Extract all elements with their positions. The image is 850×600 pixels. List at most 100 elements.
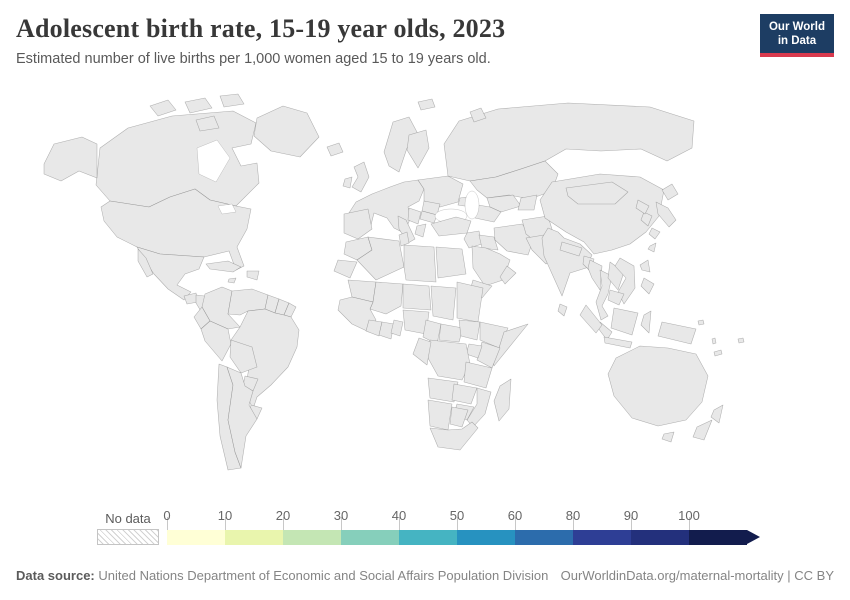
region-ireland[interactable] <box>342 176 353 189</box>
region-japan[interactable] <box>661 183 679 201</box>
region-western-sahara[interactable] <box>333 259 358 279</box>
region-south-sudan[interactable] <box>458 319 481 341</box>
region-jamaica[interactable] <box>227 277 237 284</box>
region-oman[interactable] <box>499 265 517 285</box>
region-ghana[interactable] <box>378 321 395 340</box>
region-turkey[interactable] <box>430 216 472 237</box>
region-sudan[interactable] <box>456 281 484 323</box>
region-iraq[interactable] <box>478 234 499 251</box>
region-drc[interactable] <box>427 339 471 381</box>
region-syria-levant[interactable] <box>463 230 483 249</box>
legend-arrow-cap <box>747 530 760 544</box>
region-new-guinea[interactable] <box>657 321 697 345</box>
region-mongolia[interactable] <box>565 181 629 205</box>
region-chad[interactable] <box>430 285 457 321</box>
region-arctic-islands[interactable] <box>219 93 245 108</box>
region-algeria[interactable] <box>356 236 405 281</box>
legend-bin-100+[interactable] <box>689 530 747 545</box>
legend-bin-90-100[interactable] <box>631 530 689 545</box>
legend-bin-10-20[interactable] <box>225 530 283 545</box>
region-central-african-republic[interactable] <box>438 323 464 343</box>
region-cuba[interactable] <box>205 260 242 273</box>
region-alaska[interactable] <box>43 136 98 182</box>
legend-no-data[interactable]: No data <box>97 508 159 545</box>
region-new-caledonia[interactable] <box>713 349 723 357</box>
region-iberia[interactable] <box>343 208 373 240</box>
region-japan[interactable] <box>655 201 677 228</box>
region-mexico[interactable] <box>136 246 205 301</box>
region-uzbekistan[interactable] <box>486 194 522 213</box>
region-cambodia[interactable] <box>607 289 625 306</box>
region-egypt[interactable] <box>435 246 467 279</box>
region-svalbard[interactable] <box>417 98 436 111</box>
region-congo-gabon[interactable] <box>412 337 432 366</box>
region-myanmar[interactable] <box>587 259 603 291</box>
legend-bin-80-90[interactable] <box>573 530 631 545</box>
region-benin-togo[interactable] <box>390 319 404 337</box>
region-zambia[interactable] <box>451 383 478 405</box>
legend-bin-60-80[interactable] <box>515 530 573 545</box>
region-uk[interactable] <box>351 161 370 193</box>
great-lakes <box>217 203 237 215</box>
region-indonesia[interactable] <box>640 310 652 334</box>
license-link[interactable]: OurWorldinData.org/maternal-mortality | … <box>560 568 834 583</box>
region-south-korea[interactable] <box>640 211 653 227</box>
region-libya[interactable] <box>403 244 437 283</box>
owid-logo[interactable]: Our World in Data <box>759 14 834 57</box>
data-source-note: Data source: United Nations Department o… <box>16 568 548 583</box>
region-iceland[interactable] <box>326 142 344 157</box>
region-sri-lanka[interactable] <box>557 303 568 317</box>
region-senegal-guinea[interactable] <box>337 296 377 333</box>
region-madagascar[interactable] <box>493 378 512 422</box>
region-novaya-zemlya[interactable] <box>469 107 487 123</box>
region-north-korea[interactable] <box>635 199 650 215</box>
region-indonesia[interactable] <box>579 304 603 334</box>
region-thailand[interactable] <box>595 269 613 321</box>
legend-bin-40-50[interactable] <box>399 530 457 545</box>
region-balkans[interactable] <box>407 207 422 225</box>
region-kyrgyz-tajik[interactable] <box>517 194 538 211</box>
region-tanzania[interactable] <box>463 361 493 389</box>
region-arctic-islands[interactable] <box>149 99 177 117</box>
region-argentina[interactable] <box>226 366 258 469</box>
region-iran[interactable] <box>493 223 535 256</box>
region-new-zealand[interactable] <box>710 404 724 424</box>
region-taiwan[interactable] <box>647 242 657 253</box>
region-botswana[interactable] <box>449 406 469 428</box>
legend-bin-20-30[interactable] <box>283 530 341 545</box>
region-finland[interactable] <box>406 129 430 169</box>
region-greenland[interactable] <box>253 105 320 158</box>
region-namibia[interactable] <box>427 399 453 431</box>
region-solomon-islands[interactable] <box>697 319 705 326</box>
region-philippines[interactable] <box>639 259 651 273</box>
region-australia[interactable] <box>607 345 709 427</box>
region-fiji[interactable] <box>737 337 745 344</box>
region-bolivia[interactable] <box>229 339 258 374</box>
region-arctic-islands[interactable] <box>195 115 220 132</box>
region-greece[interactable] <box>414 223 427 238</box>
region-indonesia[interactable] <box>610 307 639 336</box>
region-canada[interactable] <box>95 110 260 208</box>
region-central-europe[interactable] <box>417 175 464 208</box>
region-tasmania[interactable] <box>661 431 675 443</box>
region-japan[interactable] <box>648 227 661 240</box>
legend-bin-30-40[interactable] <box>341 530 399 545</box>
region-mexico[interactable] <box>137 248 154 278</box>
region-vanuatu[interactable] <box>711 337 717 345</box>
legend-bin-50-60[interactable] <box>457 530 515 545</box>
legend-bin-0-10[interactable] <box>167 530 225 545</box>
region-italy[interactable] <box>397 215 416 244</box>
region-hispaniola[interactable] <box>246 270 260 281</box>
region-tunisia[interactable] <box>398 231 410 247</box>
region-cote-divoire[interactable] <box>365 319 383 337</box>
region-nepal[interactable] <box>559 241 583 257</box>
region-south-africa[interactable] <box>429 421 479 451</box>
region-arctic-islands[interactable] <box>184 97 213 114</box>
region-philippines[interactable] <box>640 277 655 295</box>
region-angola[interactable] <box>427 377 459 403</box>
region-new-zealand[interactable] <box>692 419 713 441</box>
region-niger[interactable] <box>402 283 432 311</box>
region-indonesia[interactable] <box>603 336 633 349</box>
region-bulgaria[interactable] <box>419 210 438 224</box>
